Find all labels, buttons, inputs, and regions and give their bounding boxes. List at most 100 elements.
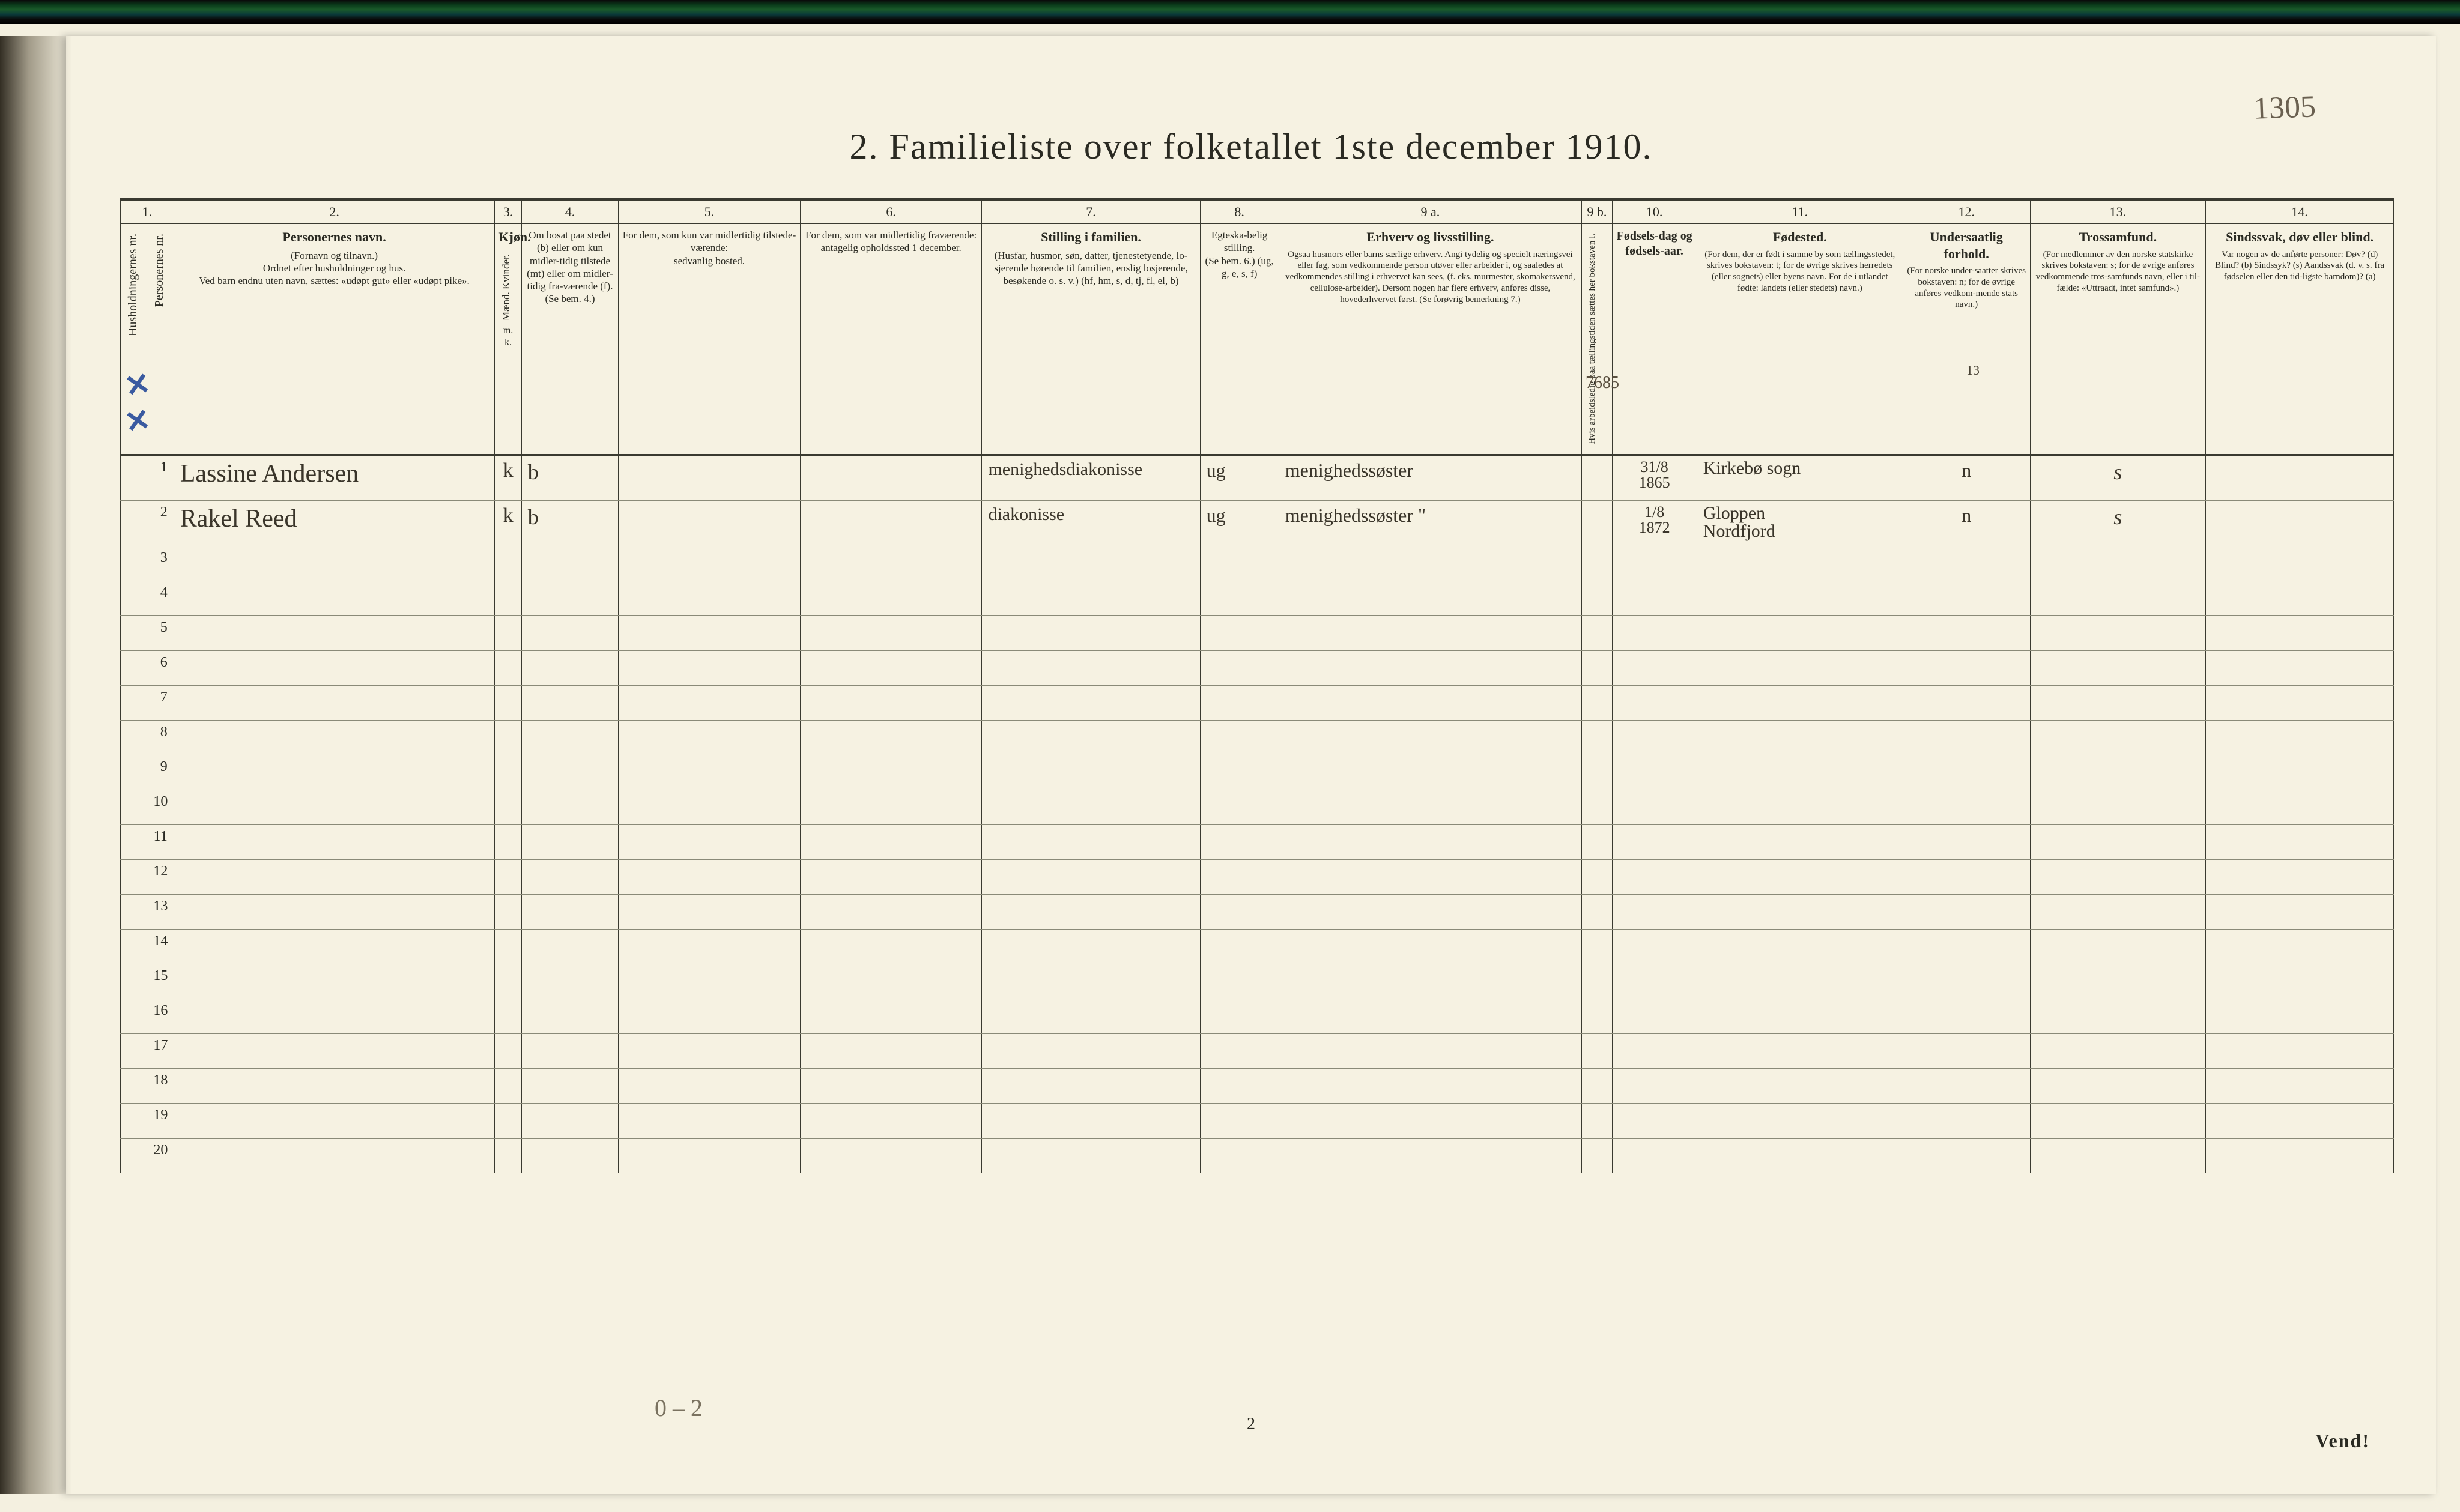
cell-household — [121, 964, 147, 999]
cell-empty — [2206, 615, 2394, 650]
hdr-birthdate: Fødsels-dag og fødsels-aar. — [1612, 224, 1697, 455]
cell-household — [121, 1138, 147, 1173]
dob-day: 1/8 — [1644, 503, 1664, 521]
cell-empty — [174, 894, 495, 929]
cell-empty — [619, 1103, 801, 1138]
cell-household — [121, 581, 147, 615]
printed-page-number: 2 — [1247, 1415, 1255, 1434]
cell-empty — [174, 790, 495, 824]
column-number-row: 1. 2. 3. 4. 5. 6. 7. 8. 9 a. 9 b. 10. 11… — [121, 201, 2394, 224]
cell-household — [121, 929, 147, 964]
cell-family-pos: diakonisse — [982, 500, 1200, 546]
cell-empty — [1582, 685, 1612, 720]
cell-marital: ug — [1200, 455, 1279, 500]
cell-empty — [1200, 546, 1279, 581]
cell-empty — [1697, 650, 1903, 685]
cell-empty — [2206, 755, 2394, 790]
cell-person-nr: 6 — [147, 650, 174, 685]
cell-empty — [619, 929, 801, 964]
cell-nationality: n — [1903, 500, 2030, 546]
cell-person-nr: 10 — [147, 790, 174, 824]
cell-empty — [1582, 1033, 1612, 1068]
cell-person-nr: 2 — [147, 500, 174, 546]
cell-empty — [495, 755, 521, 790]
cell-empty — [2206, 790, 2394, 824]
cell-empty — [495, 720, 521, 755]
cell-empty — [1612, 1033, 1697, 1068]
cell-empty — [1200, 964, 1279, 999]
cell-empty — [1582, 964, 1612, 999]
cell-empty — [495, 859, 521, 894]
cell-empty — [521, 1103, 618, 1138]
cell-empty — [1612, 790, 1697, 824]
cell-empty — [521, 546, 618, 581]
cell-empty — [1279, 546, 1581, 581]
cell-empty — [1697, 546, 1903, 581]
cell-empty — [1582, 859, 1612, 894]
cell-empty — [174, 859, 495, 894]
table-row-empty: 11 — [121, 824, 2394, 859]
annotation-11: 13 — [1966, 363, 1980, 378]
table-row: 1Lassine Andersenkbmenighedsdiakonisseug… — [121, 455, 2394, 500]
cell-empty — [982, 999, 1200, 1033]
cell-empty — [1582, 1138, 1612, 1173]
table-row-empty: 8 — [121, 720, 2394, 755]
cell-empty — [1612, 859, 1697, 894]
cell-nationality: n — [1903, 455, 2030, 500]
cell-empty — [800, 1033, 982, 1068]
colnum-7: 7. — [982, 201, 1200, 224]
cell-empty — [2030, 929, 2206, 964]
cell-empty — [1200, 615, 1279, 650]
cell-empty — [1279, 1033, 1581, 1068]
cell-empty — [2030, 685, 2206, 720]
cell-empty — [2030, 615, 2206, 650]
cell-empty — [1697, 894, 1903, 929]
cell-empty — [1903, 824, 2030, 859]
cell-empty — [1903, 859, 2030, 894]
cell-empty — [1697, 720, 1903, 755]
cell-empty — [1697, 964, 1903, 999]
hdr-temp-present: For dem, som kun var midlertidig tilsted… — [619, 224, 801, 455]
cell-empty — [619, 999, 801, 1033]
cell-empty — [1279, 894, 1581, 929]
cell-empty — [800, 1138, 982, 1173]
cell-empty — [1903, 790, 2030, 824]
cell-empty — [619, 964, 801, 999]
cell-empty — [800, 1103, 982, 1138]
cell-empty — [2030, 999, 2206, 1033]
cell-empty — [1697, 929, 1903, 964]
colnum-4: 4. — [521, 201, 618, 224]
colnum-13: 13. — [2030, 201, 2206, 224]
page-gutter-shadow — [0, 36, 72, 1494]
cell-empty — [1279, 824, 1581, 859]
cell-empty — [1279, 1103, 1581, 1138]
table-row-empty: 4 — [121, 581, 2394, 615]
cell-empty — [495, 1138, 521, 1173]
cell-empty — [495, 650, 521, 685]
cell-empty — [1612, 685, 1697, 720]
cell-religion: s — [2030, 455, 2206, 500]
cell-empty — [495, 1033, 521, 1068]
table-row-empty: 3 — [121, 546, 2394, 581]
cell-empty — [800, 1068, 982, 1103]
table-row-empty: 17 — [121, 1033, 2394, 1068]
cell-birthdate: 1/81872 — [1612, 500, 1697, 546]
cell-empty — [800, 964, 982, 999]
cell-household — [121, 790, 147, 824]
cell-person-nr: 14 — [147, 929, 174, 964]
cell-empty — [619, 859, 801, 894]
cell-empty — [1279, 650, 1581, 685]
cell-empty — [2206, 1103, 2394, 1138]
cell-household — [121, 999, 147, 1033]
cell-empty — [982, 685, 1200, 720]
cell-empty — [1903, 894, 2030, 929]
cell-empty — [521, 685, 618, 720]
colnum-9b: 9 b. — [1582, 201, 1612, 224]
table-row-empty: 20 — [121, 1138, 2394, 1173]
cell-empty — [1612, 1068, 1697, 1103]
cell-empty — [2030, 1068, 2206, 1103]
cell-empty — [800, 755, 982, 790]
cell-empty — [495, 894, 521, 929]
cell-person-nr: 11 — [147, 824, 174, 859]
cell-empty — [521, 999, 618, 1033]
